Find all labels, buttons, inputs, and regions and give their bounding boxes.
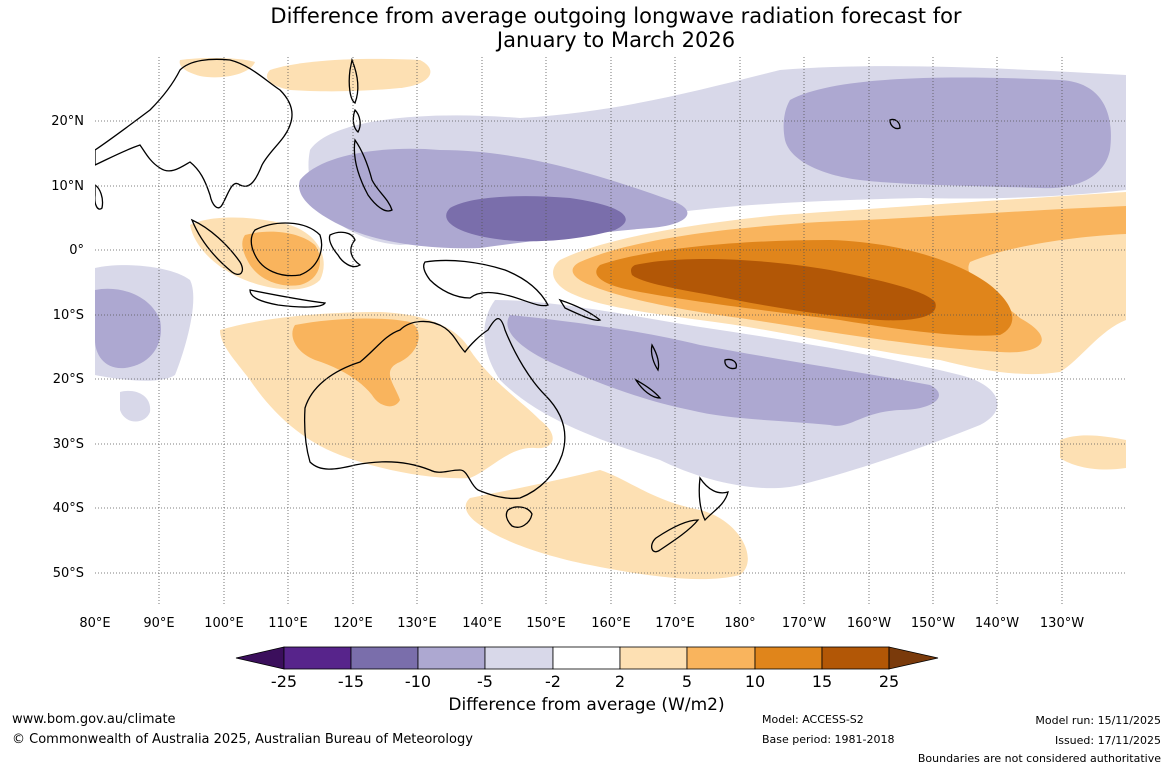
- base-period-text: Base period: 1981-2018: [762, 733, 895, 746]
- lon-label-140w: 140°W: [975, 616, 1019, 631]
- lon-label-110e: 110°E: [268, 616, 308, 631]
- colorbar-swatch-2-2: [552, 646, 621, 670]
- lon-label-130e: 130°E: [397, 616, 437, 631]
- colorbar-swatch-below-25: [235, 646, 285, 670]
- lon-label-170e: 170°E: [655, 616, 695, 631]
- colorbar-swatch-15-25: [821, 646, 890, 670]
- lon-label-180: 180°: [724, 616, 755, 631]
- colorbar-swatch-10-15: [754, 646, 823, 670]
- colorbar-tick-25: 25: [879, 672, 899, 691]
- lat-label-10n: 10°N: [51, 179, 84, 194]
- title-line-1: Difference from average outgoing longwav…: [270, 4, 962, 28]
- anomaly-region-pacific-brown: [631, 258, 936, 321]
- lon-label-100e: 100°E: [204, 616, 244, 631]
- borneo-coastline: [250, 222, 323, 277]
- lat-label-30s: 30°S: [53, 437, 84, 452]
- lat-label-40s: 40°S: [53, 501, 84, 516]
- anomaly-region-china-light-orange: [179, 57, 255, 78]
- colorbar-swatch-2-5: [619, 646, 688, 670]
- lon-label-160e: 160°E: [591, 616, 631, 631]
- anomaly-region-east-pacific-light-orange: [1060, 435, 1126, 470]
- colorbar-title: Difference from average (W/m2): [448, 695, 725, 715]
- colorbar-tick-minus-15: -15: [338, 672, 364, 691]
- colorbar-swatch-10-5: [417, 646, 486, 670]
- colorbar-swatch-5-10: [686, 646, 756, 670]
- japan-coastline: [348, 57, 359, 104]
- coastlines: [95, 57, 901, 553]
- new-guinea-coastline: [423, 259, 549, 307]
- latitude-labels: 20°N 10°N 0° 10°S 20°S 30°S 40°S 50°S: [51, 114, 84, 581]
- anomaly-region-equatorial-dark: [446, 196, 626, 242]
- anomaly-region-indian-ocean-medium: [95, 288, 161, 369]
- hawaii-coastline: [889, 118, 901, 130]
- anomaly-region-borneo-orange: [242, 231, 320, 286]
- fiji-coastline: [724, 358, 738, 370]
- sumatra-coastline: [190, 218, 244, 276]
- lat-label-20s: 20°S: [53, 372, 84, 387]
- colorbar-tick-minus-25: -25: [271, 672, 297, 691]
- title-line-2: January to March 2026: [496, 28, 736, 52]
- colorbar: [235, 646, 939, 670]
- sri-lanka-coastline: [95, 184, 104, 210]
- colorbar-tick-minus-10: -10: [405, 672, 431, 691]
- colorbar-tick-minus-5: -5: [477, 672, 493, 691]
- taiwan-coastline: [352, 108, 361, 133]
- java-coastline: [249, 289, 327, 308]
- colorbar-tick-5: 5: [682, 672, 692, 691]
- asia-mainland-coastline: [95, 58, 293, 209]
- australia-coastline: [304, 318, 566, 500]
- longitude-labels: 80°E 90°E 100°E 110°E 120°E 130°E 140°E …: [79, 616, 1084, 631]
- lon-label-120e: 120°E: [333, 616, 373, 631]
- anomaly-region-north-light-orange: [266, 58, 431, 92]
- anomaly-field: [95, 57, 1126, 580]
- lat-label-20n: 20°N: [51, 114, 84, 129]
- tasmania-coastline: [505, 506, 533, 528]
- colorbar-swatch-above-25: [888, 646, 939, 670]
- model-text: Model: ACCESS-S2: [762, 713, 864, 726]
- sulawesi-coastline: [328, 231, 362, 268]
- colorbar-swatch-25-15: [283, 646, 352, 670]
- anomaly-region-australia-orange: [292, 318, 419, 407]
- lon-label-170w: 170°W: [782, 616, 826, 631]
- colorbar-ticks: -25 -15 -10 -5 -2 2 5 10 15 25: [271, 672, 899, 691]
- colorbar-tick-2: 2: [615, 672, 625, 691]
- chart-title: Difference from average outgoing longwav…: [0, 4, 1173, 52]
- lon-label-130w: 130°W: [1040, 616, 1084, 631]
- anomaly-region-indian-ocean-small-light: [120, 390, 151, 422]
- lat-label-0: 0°: [69, 243, 84, 258]
- anomaly-region-tasman-light-orange: [465, 470, 748, 580]
- philippines-coastline: [353, 138, 393, 212]
- new-zealand-south-coastline: [650, 519, 700, 553]
- vanuatu-coastline: [650, 343, 660, 372]
- lon-label-160w: 160°W: [847, 616, 891, 631]
- colorbar-tick-10: 10: [745, 672, 765, 691]
- lon-label-80e: 80°E: [79, 616, 110, 631]
- lat-label-50s: 50°S: [53, 566, 84, 581]
- colorbar-swatch-15-10: [350, 646, 419, 670]
- solomon-islands-coastline: [558, 298, 602, 321]
- colorbar-tick-minus-2: -2: [545, 672, 561, 691]
- anomaly-region-north-pacific-medium: [783, 77, 1111, 189]
- lon-label-90e: 90°E: [143, 616, 174, 631]
- lat-label-10s: 10°S: [53, 308, 84, 323]
- disclaimer-text: Boundaries are not considered authoritat…: [917, 752, 1161, 765]
- colorbar-tick-15: 15: [812, 672, 832, 691]
- website-link[interactable]: www.bom.gov.au/climate: [12, 712, 176, 727]
- anomaly-region-south-pacific-medium: [507, 315, 939, 426]
- issued-text: Issued: 17/11/2025: [1054, 734, 1161, 747]
- lon-label-150e: 150°E: [526, 616, 566, 631]
- lon-label-150w: 150°W: [911, 616, 955, 631]
- new-caledonia-coastline: [634, 378, 662, 399]
- new-zealand-north-coastline: [698, 476, 729, 522]
- gridlines: [95, 57, 1126, 604]
- lon-label-140e: 140°E: [462, 616, 502, 631]
- copyright-text: © Commonwealth of Australia 2025, Austra…: [12, 732, 473, 747]
- colorbar-swatch-5-2: [484, 646, 554, 670]
- model-run-text: Model run: 15/11/2025: [1035, 714, 1161, 727]
